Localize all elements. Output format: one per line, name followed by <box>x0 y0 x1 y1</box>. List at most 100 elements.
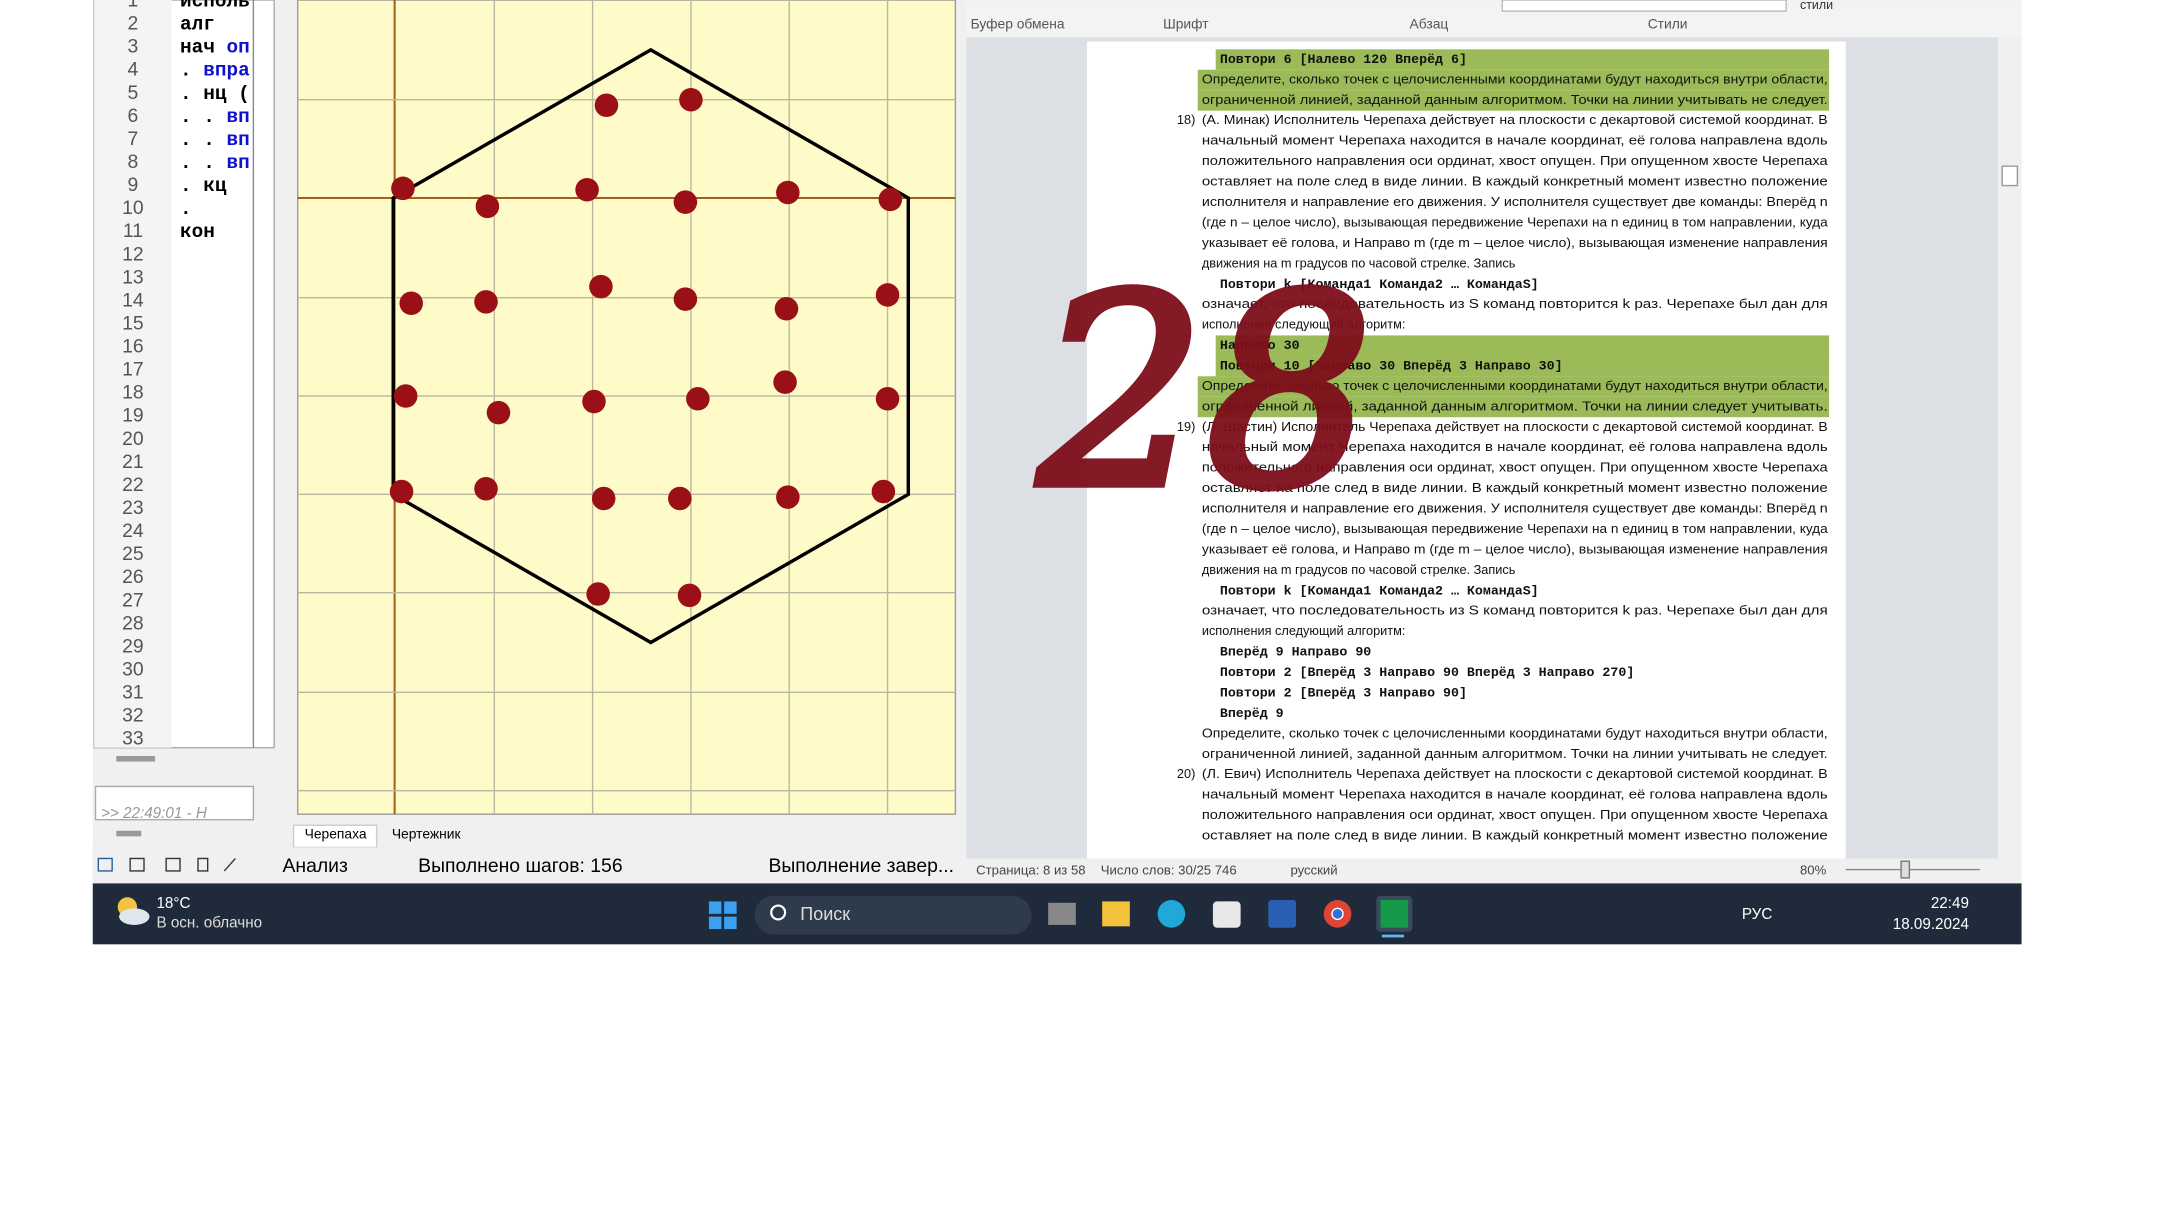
paragraph-line: начальный момент Черепаха находится в на… <box>1202 439 1828 454</box>
line-number: 30 <box>122 658 144 680</box>
zoom-thumb[interactable] <box>1900 860 1911 879</box>
search-icon <box>770 904 787 921</box>
code-line: Повтори k [Команда1 Команда2 … КомандаS] <box>1220 583 1539 598</box>
marked-point <box>474 477 498 501</box>
code-line: Повтори 2 [Вперёд 3 Направо 90] <box>1220 686 1467 701</box>
code-token: . . <box>180 106 215 128</box>
line-number: 26 <box>122 566 144 588</box>
code-token: вп <box>227 129 250 151</box>
paragraph-line: означает, что последовательность из S ко… <box>1202 603 1828 618</box>
line-number: 7 <box>128 128 139 150</box>
paragraph-line: положительного направления оси ординат, … <box>1202 153 1829 168</box>
marked-point <box>878 187 903 212</box>
marked-point <box>776 180 800 205</box>
line-number: 25 <box>122 543 144 565</box>
taskbar-apps[interactable] <box>708 895 1413 938</box>
status-steps: Выполнено шагов: 156 <box>418 855 622 877</box>
line-number: 24 <box>122 520 144 542</box>
document-page <box>1086 41 1846 859</box>
line-number: 5 <box>128 82 139 104</box>
line-number: 23 <box>122 497 144 519</box>
line-number: 29 <box>122 635 144 657</box>
marked-point <box>871 479 896 504</box>
marked-point <box>486 400 511 425</box>
line-number: 28 <box>122 612 144 634</box>
tab-label[interactable]: Черепаха <box>305 826 367 842</box>
styles-gallery[interactable] <box>1501 0 1787 12</box>
marked-point <box>591 486 616 511</box>
keyboard-layout[interactable]: РУС <box>1742 906 1772 923</box>
word-language: русский <box>1290 862 1337 877</box>
code-token: впра <box>203 60 250 82</box>
marked-point <box>575 177 599 202</box>
line-number: 8 <box>128 151 139 173</box>
highlight <box>1215 335 1830 356</box>
line-number: 20 <box>122 428 144 450</box>
marked-point <box>582 389 606 414</box>
marked-point <box>474 290 498 314</box>
splitter <box>116 830 142 837</box>
paragraph-line: ограниченной линией, заданной данным алг… <box>1202 398 1828 413</box>
line-number: 13 <box>122 266 144 288</box>
code-token: вп <box>227 152 250 174</box>
turtle-field <box>297 0 956 815</box>
console <box>94 785 255 821</box>
paragraph-line: начальный момент Черепаха находится в на… <box>1202 787 1828 802</box>
line-number: 15 <box>122 312 144 334</box>
paragraph-line: оставляет на поле след в виде линии. В к… <box>1202 174 1828 189</box>
paragraph-line: исполнения следующий алгоритм: <box>1202 623 1406 638</box>
styles-button[interactable]: стили <box>1800 0 1833 12</box>
word-count: Число слов: 30/25 746 <box>1101 862 1237 877</box>
document-text: Повтори 6 [Налево 120 Вперёд 6] Определит… <box>1177 49 1830 843</box>
paragraph-line: исполнителя и направление его движения. … <box>1202 194 1828 209</box>
highlight <box>1197 376 1830 397</box>
marked-point <box>875 283 900 307</box>
word-page: Страница: 8 из 58 <box>976 862 1085 877</box>
marked-point <box>773 370 797 394</box>
highlight <box>1197 90 1830 111</box>
code-token: . <box>180 198 192 220</box>
code-token: . нц ( <box>180 83 250 105</box>
marked-point <box>393 384 418 408</box>
line-number: 27 <box>122 589 144 611</box>
line-number: 33 <box>122 728 144 750</box>
paragraph-line: ограниченной линией, заданной данным алг… <box>1202 92 1828 107</box>
ribbon-group-label: Буфер обмена <box>971 16 1065 32</box>
paragraph-line: ограниченной линией, заданной данным алг… <box>1202 746 1828 761</box>
weather-icon <box>117 897 150 925</box>
task-number: 18) <box>1177 112 1195 127</box>
console-output: >> 22:49:01 - Н <box>101 805 207 822</box>
code-line: Вперёд 9 <box>1220 706 1284 721</box>
tab-label[interactable]: Чертежник <box>392 826 462 842</box>
paragraph-line: Определите, сколько точек с целочисленны… <box>1202 378 1828 393</box>
scroll-thumb[interactable] <box>2001 165 2019 187</box>
line-number: 3 <box>128 36 139 58</box>
code-token: нач <box>180 37 215 59</box>
code-token: кон <box>180 221 215 243</box>
clock-date: 18.09.2024 <box>1893 916 1970 933</box>
code-token: вп <box>227 106 250 128</box>
code-token: . . <box>180 152 215 174</box>
marked-point <box>774 297 799 321</box>
line-number: 10 <box>122 197 144 219</box>
line-number: 21 <box>122 451 144 473</box>
code-token: оп <box>227 37 250 59</box>
ribbon-group-label: Шрифт <box>1163 16 1209 32</box>
paragraph-line: оставляет на поле след в виде линии. В к… <box>1202 480 1828 495</box>
ribbon <box>966 0 2022 38</box>
line-number-gutter <box>94 0 172 748</box>
code-line: Направо 30 <box>1220 338 1300 353</box>
code-line: Повтори 6 [Налево 120 Вперёд 6] <box>1220 52 1467 67</box>
line-number: 31 <box>122 682 144 704</box>
scrollbar[interactable] <box>1998 37 2022 859</box>
paragraph-line: (где n – целое число), вызывающая передв… <box>1202 214 1829 229</box>
code-token: исполь <box>180 0 250 13</box>
line-number: 11 <box>123 220 143 242</box>
highlight <box>1197 396 1830 418</box>
weather: В осн. облачно <box>156 915 262 932</box>
paragraph-line: начальный момент Черепаха находится в на… <box>1202 133 1828 148</box>
search-placeholder[interactable]: Поиск <box>800 904 850 924</box>
search-box[interactable] <box>754 895 1032 935</box>
code-line: Повтори 2 [Вперёд 3 Направо 90 Вперёд 3 … <box>1220 665 1634 680</box>
